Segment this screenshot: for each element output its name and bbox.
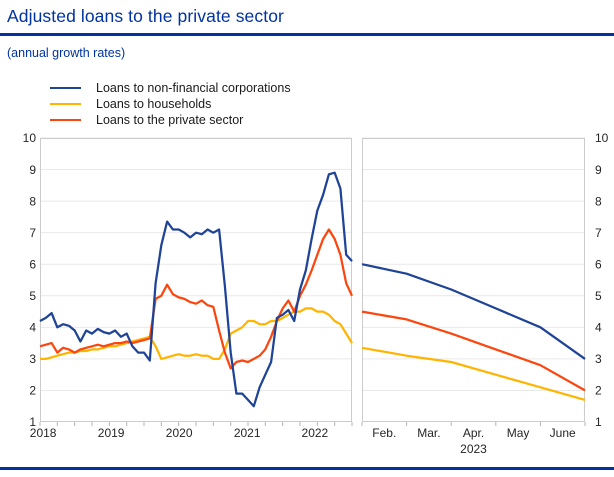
y-tick-label: 1 <box>595 415 602 429</box>
recent-months-panel: Feb. Mar. Apr. May June 2023 <box>361 137 586 456</box>
bottom-rule <box>0 467 614 470</box>
panel-border <box>40 138 352 422</box>
page-subtitle: (annual growth rates) <box>7 46 126 60</box>
series-line-loans-to-households <box>361 346 586 401</box>
y-axis-labels-left: 1 2 3 4 5 6 7 8 9 10 <box>23 131 37 429</box>
series-line-loans-to-the-private-sector <box>39 228 354 370</box>
legend-item-households: Loans to households <box>50 96 291 112</box>
x-tick-label: 2020 <box>166 426 193 440</box>
y-tick-label: 5 <box>595 289 602 303</box>
y-tick-label: 3 <box>29 352 36 366</box>
y-tick-label: 10 <box>23 131 37 145</box>
gridlines <box>40 137 352 391</box>
y-tick-label: 6 <box>29 257 36 271</box>
x-tick-label: Apr. <box>463 426 484 440</box>
x-axis-year-label: 2023 <box>460 442 487 456</box>
y-tick-label: 4 <box>595 321 602 335</box>
legend-item-nfc: Loans to non-financial corporations <box>50 80 291 96</box>
x-axis: 2018 2019 2020 2021 2022 <box>30 422 353 440</box>
chart-legend: Loans to non-financial corporations Loans… <box>50 80 291 128</box>
y-tick-label: 10 <box>595 131 609 145</box>
x-tick-label: Feb. <box>372 426 396 440</box>
panel-border <box>362 138 585 422</box>
legend-swatch-households <box>50 102 81 106</box>
legend-label: Loans to the private sector <box>96 113 244 127</box>
x-tick-label: 2021 <box>234 426 261 440</box>
y-tick-label: 9 <box>595 163 602 177</box>
legend-item-private-sector: Loans to the private sector <box>50 112 291 128</box>
y-axis-labels-right: 1 2 3 4 5 6 7 8 9 10 <box>595 131 609 429</box>
y-tick-label: 3 <box>595 352 602 366</box>
x-axis: Feb. Mar. Apr. May June 2023 <box>361 422 586 456</box>
legend-swatch-nfc <box>50 86 81 90</box>
y-tick-label: 5 <box>29 289 36 303</box>
x-tick-label: 2018 <box>30 426 57 440</box>
y-tick-label: 7 <box>29 226 36 240</box>
y-tick-label: 9 <box>29 163 36 177</box>
y-tick-label: 8 <box>595 194 602 208</box>
y-tick-label: 7 <box>595 226 602 240</box>
x-tick-label: 2019 <box>98 426 125 440</box>
y-tick-label: 1 <box>29 415 36 429</box>
history-panel: 2018 2019 2020 2021 2022 <box>30 137 354 440</box>
series-line-loans-to-the-private-sector <box>361 310 586 392</box>
legend-label: Loans to non-financial corporations <box>96 81 291 95</box>
y-tick-label: 2 <box>595 384 602 398</box>
y-tick-label: 4 <box>29 321 36 335</box>
x-tick-label: May <box>507 426 530 440</box>
x-tick-label: June <box>550 426 576 440</box>
series-line-loans-to-households <box>40 307 353 361</box>
title-rule <box>0 33 614 36</box>
y-tick-label: 6 <box>595 257 602 271</box>
page-title: Adjusted loans to the private sector <box>7 6 284 26</box>
legend-swatch-private-sector <box>50 118 81 122</box>
gridlines <box>362 137 585 391</box>
series-line-loans-to-non-financial-corporations <box>361 263 586 360</box>
series-line-loans-to-non-financial-corporations <box>39 171 353 408</box>
x-tick-label: Mar. <box>417 426 440 440</box>
legend-label: Loans to households <box>96 97 212 111</box>
y-tick-label: 2 <box>29 384 36 398</box>
x-tick-label: 2022 <box>302 426 329 440</box>
y-tick-label: 8 <box>29 194 36 208</box>
